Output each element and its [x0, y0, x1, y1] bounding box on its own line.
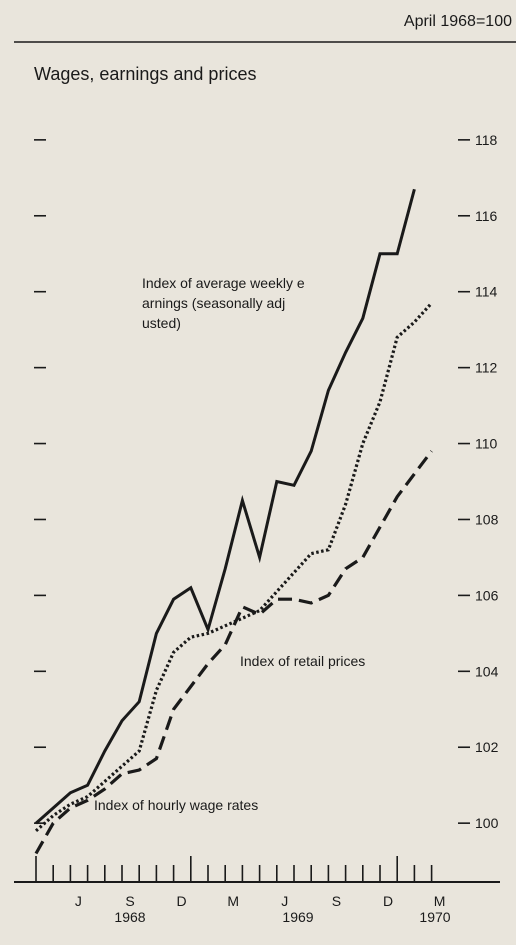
y-tick-label: 104 [475, 663, 499, 679]
series-line [34, 450, 433, 855]
x-tick-label: M [434, 893, 446, 909]
chart-title: Wages, earnings and prices [34, 64, 256, 84]
y-tick-label: 102 [475, 739, 499, 755]
y-tick-label: 116 [475, 208, 498, 224]
year-label: 1968 [114, 909, 145, 925]
series-label: Index of hourly wage rates [94, 797, 258, 813]
x-tick-label: D [383, 893, 393, 909]
chart-subtitle: April 1968=100 [404, 13, 512, 30]
x-tick-label: M [227, 893, 239, 909]
series-line [34, 302, 433, 832]
x-tick-label: J [281, 893, 288, 909]
x-tick-label: S [125, 893, 134, 909]
series-line [35, 188, 416, 825]
year-label: 1970 [419, 909, 450, 925]
y-tick-label: 112 [475, 360, 498, 376]
x-tick-label: S [332, 893, 341, 909]
y-tick-label: 100 [475, 815, 499, 831]
series-label: Index of average weekly e arnings (season… [142, 275, 305, 331]
x-tick-label: D [177, 893, 187, 909]
y-tick-label: 118 [475, 132, 498, 148]
year-label: 1969 [282, 909, 313, 925]
x-tick-label: J [75, 893, 82, 909]
series-label: Index of retail prices [240, 653, 365, 669]
y-tick-label: 108 [475, 511, 499, 527]
y-tick-label: 106 [475, 587, 499, 603]
y-tick-label: 110 [475, 436, 498, 452]
y-tick-label: 114 [475, 284, 498, 300]
